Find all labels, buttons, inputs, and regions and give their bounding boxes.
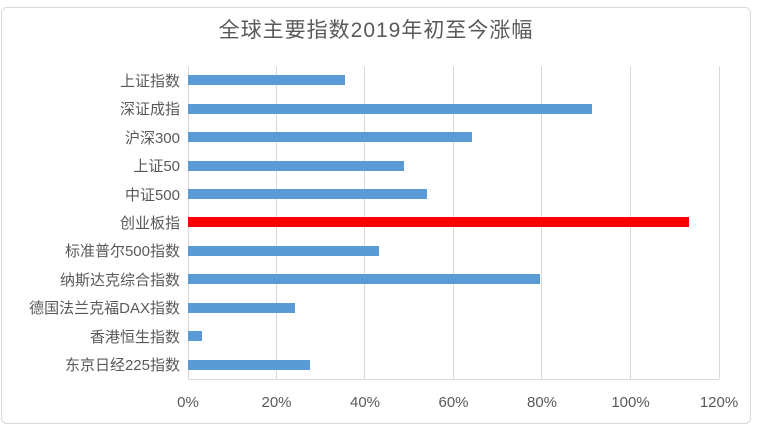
bar [188, 359, 311, 370]
x-tick-label: 100% [611, 394, 650, 411]
category-label: 东京日经225指数 [64, 357, 180, 375]
x-tick-label: 20% [261, 394, 292, 411]
bar-rows [188, 66, 719, 379]
bar [188, 331, 202, 342]
category-label: 沪深300 [124, 129, 180, 147]
gridline [718, 66, 720, 379]
bar-row [188, 66, 719, 94]
bar-row [188, 123, 719, 151]
bar [188, 217, 689, 228]
chart-frame: 全球主要指数2019年初至今涨幅 上证指数深证成指沪深300 上证50 中证500 创… [1, 7, 751, 424]
chart-title: 全球主要指数2019年初至今涨幅 [218, 19, 534, 42]
category-label: 深证成指 [119, 101, 180, 119]
x-tick-label: 80% [526, 394, 558, 411]
category-label: 中证500 [124, 186, 180, 204]
x-axis: 0% 20% 40% 60% 80% 100% 120% [177, 391, 738, 415]
bar [188, 245, 380, 256]
category-label: 上证指数 [119, 72, 180, 90]
bar [188, 132, 473, 143]
bar-row [188, 208, 719, 236]
category-label: 上证50 [133, 158, 180, 176]
plot-area [187, 66, 720, 380]
bar [188, 103, 592, 114]
category-label: 标准普尔500指数 [64, 243, 180, 261]
bar [188, 302, 295, 313]
bar [188, 75, 345, 86]
x-tick-label: 60% [438, 394, 469, 411]
bar-row [188, 151, 719, 179]
bar [188, 189, 427, 200]
x-tick-label: 120% [699, 394, 739, 411]
bar-row [188, 265, 719, 293]
category-label: 德国法兰克福DAX指数 [29, 300, 180, 318]
x-tick-label: 40% [349, 394, 381, 411]
bar [188, 160, 405, 171]
bar-row [188, 180, 719, 208]
bar-row [188, 322, 719, 350]
bar-row [188, 351, 719, 379]
category-label: 香港恒生指数 [89, 328, 180, 346]
y-axis-labels: 上证指数深证成指沪深300 上证50 中证500 创业板指标准普尔500指数 纳斯达克综… [2, 66, 180, 379]
bar-row [188, 94, 719, 122]
category-label: 创业板指 [119, 214, 180, 232]
bar-row [188, 294, 719, 322]
bar [188, 274, 540, 285]
category-label: 纳斯达克综合指数 [59, 271, 180, 289]
x-tick-label: 0% [177, 394, 199, 411]
bar-row [188, 237, 719, 265]
